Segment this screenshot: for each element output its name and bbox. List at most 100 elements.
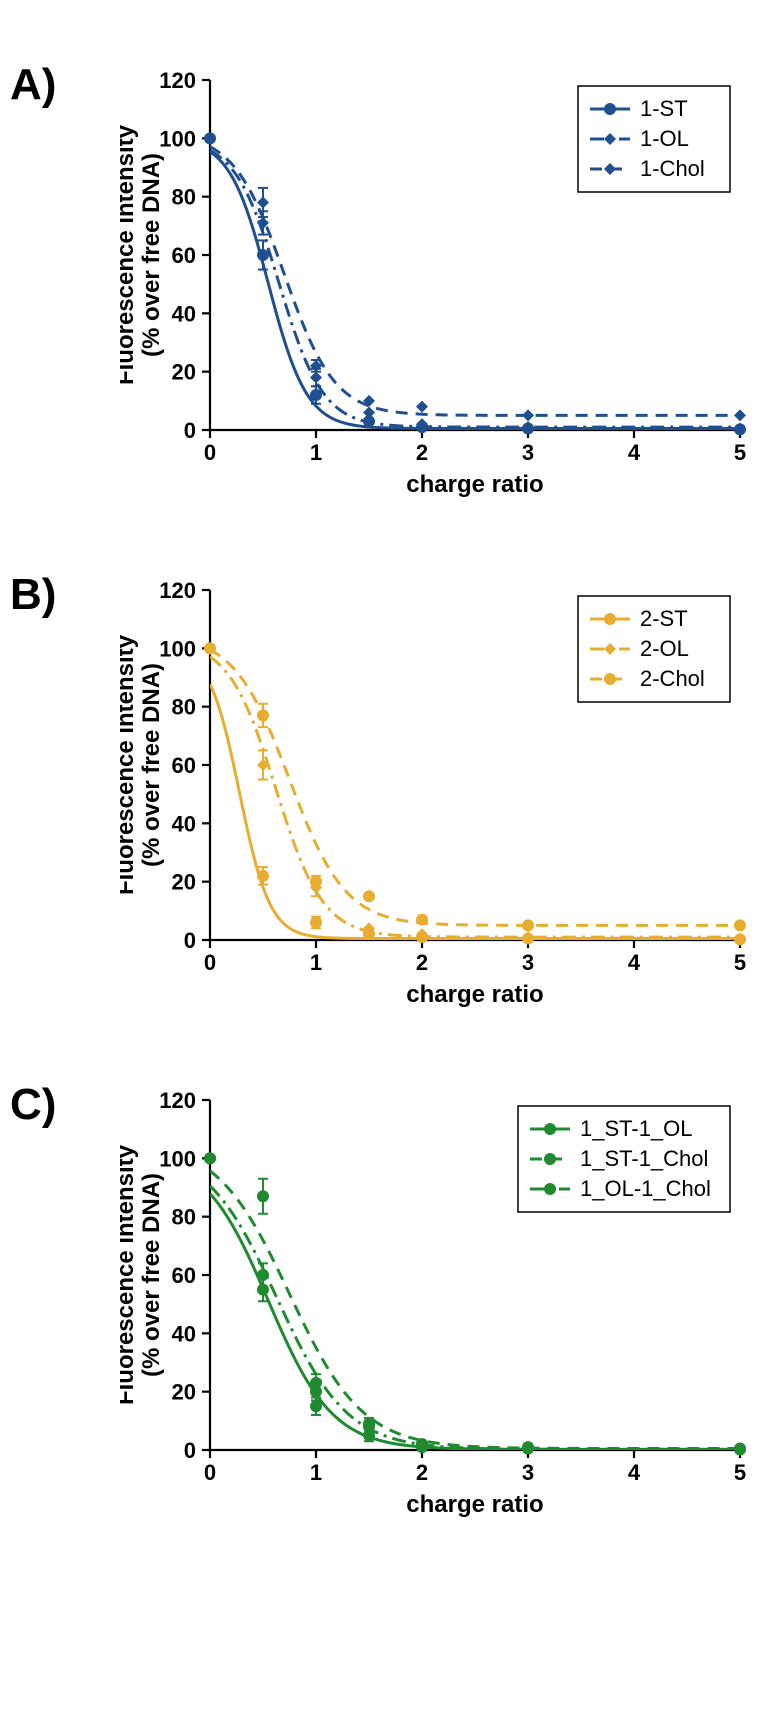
data-marker bbox=[416, 914, 428, 926]
panel-B: B)012345020406080100120charge ratioFluor… bbox=[0, 570, 771, 1030]
y-tick-label: 80 bbox=[172, 695, 196, 720]
panel-C: C)012345020406080100120charge ratioFluor… bbox=[0, 1080, 771, 1540]
data-marker bbox=[310, 389, 322, 401]
x-tick-label: 5 bbox=[734, 1460, 746, 1485]
y-tick-label: 120 bbox=[159, 68, 196, 93]
series-curve bbox=[210, 684, 740, 938]
y-tick-label: 20 bbox=[172, 1380, 196, 1405]
y-axis-label: Fluorescence intensity(% over free DNA) bbox=[120, 634, 165, 895]
x-tick-label: 4 bbox=[628, 1460, 641, 1485]
data-marker bbox=[257, 1269, 269, 1281]
y-tick-label: 60 bbox=[172, 243, 196, 268]
data-marker bbox=[416, 401, 428, 413]
x-axis-label: charge ratio bbox=[406, 981, 543, 1008]
data-marker bbox=[363, 1421, 375, 1433]
data-marker bbox=[363, 890, 375, 902]
y-axis-label: Fluorescence intensity(% over free DNA) bbox=[120, 1144, 165, 1405]
legend-marker-sample bbox=[604, 613, 616, 625]
data-marker bbox=[310, 917, 322, 929]
data-marker bbox=[310, 1386, 322, 1398]
legend-label: 1-ST bbox=[640, 96, 688, 121]
svg-text:Fluorescence intensity: Fluorescence intensity bbox=[120, 634, 139, 895]
y-tick-label: 0 bbox=[184, 1438, 196, 1463]
legend-label: 1-Chol bbox=[640, 156, 705, 181]
panel-label-B: B) bbox=[10, 570, 56, 620]
legend-label: 2-Chol bbox=[640, 666, 705, 691]
x-tick-label: 4 bbox=[628, 950, 641, 975]
data-marker bbox=[310, 372, 322, 384]
legend-label: 1_ST-1_Chol bbox=[580, 1146, 708, 1171]
figure-container: A)012345020406080100120charge ratioFluor… bbox=[0, 0, 771, 1610]
data-marker bbox=[522, 919, 534, 931]
legend-marker-sample bbox=[604, 103, 616, 115]
svg-text:Fluorescence intensity: Fluorescence intensity bbox=[120, 1144, 139, 1405]
y-tick-label: 60 bbox=[172, 1263, 196, 1288]
data-marker bbox=[310, 1400, 322, 1412]
chart-svg: 0 1 2 3 4 5 0 20 40 60 80 100 120 charge ratio Fluores… bbox=[120, 60, 760, 520]
y-tick-label: 80 bbox=[172, 1205, 196, 1230]
x-axis-label: charge ratio bbox=[406, 1491, 543, 1518]
y-axis-label: Fluorescence intensity(% over free DNA) bbox=[120, 124, 165, 385]
legend-marker-sample bbox=[604, 673, 616, 685]
plot-area: 012345020406080100120charge ratioFluores… bbox=[120, 570, 771, 1030]
x-tick-label: 1 bbox=[310, 1460, 322, 1485]
data-marker bbox=[204, 1152, 216, 1164]
x-tick-label: 2 bbox=[416, 1460, 428, 1485]
x-tick-label: 3 bbox=[522, 440, 534, 465]
y-tick-label: 0 bbox=[184, 928, 196, 953]
panel-label-C: C) bbox=[10, 1080, 56, 1130]
y-tick-label: 80 bbox=[172, 185, 196, 210]
x-tick-label: 2 bbox=[416, 950, 428, 975]
series-curve bbox=[210, 1186, 740, 1450]
legend-marker-sample bbox=[544, 1153, 556, 1165]
x-tick-label: 5 bbox=[734, 440, 746, 465]
data-marker bbox=[204, 642, 216, 654]
data-marker bbox=[310, 876, 322, 888]
y-tick-label: 40 bbox=[172, 301, 196, 326]
x-tick-label: 0 bbox=[204, 1460, 216, 1485]
data-marker bbox=[734, 1443, 746, 1455]
y-tick-label: 120 bbox=[159, 578, 196, 603]
svg-text:(% over free DNA): (% over free DNA) bbox=[138, 153, 165, 357]
data-marker bbox=[522, 409, 534, 421]
legend-label: 1_ST-1_OL bbox=[580, 1116, 693, 1141]
data-marker bbox=[363, 407, 375, 419]
legend-label: 1_OL-1_Chol bbox=[580, 1176, 711, 1201]
data-marker bbox=[522, 1443, 534, 1455]
panel-A: A) 0 1 2 3 4 5 0 20 40 60 80 100 120 charge ratio Fluor… bbox=[0, 60, 771, 520]
x-tick-label: 0 bbox=[204, 440, 216, 465]
x-tick-label: 1 bbox=[310, 950, 322, 975]
y-tick-label: 120 bbox=[159, 1088, 196, 1113]
y-tick-label: 100 bbox=[159, 1146, 196, 1171]
chart-svg: 012345020406080100120charge ratioFluores… bbox=[120, 1080, 760, 1540]
panel-label-A: A) bbox=[10, 60, 56, 110]
x-axis-label: charge ratio bbox=[406, 471, 543, 498]
legend-label: 2-OL bbox=[640, 636, 689, 661]
svg-text:Fluorescence intensity: Fluorescence intensity bbox=[120, 124, 139, 385]
x-tick-label: 3 bbox=[522, 1460, 534, 1485]
legend-marker-sample bbox=[544, 1183, 556, 1195]
data-marker bbox=[257, 709, 269, 721]
y-tick-label: 20 bbox=[172, 360, 196, 385]
data-marker bbox=[257, 870, 269, 882]
legend-label: 2-ST bbox=[640, 606, 688, 631]
data-marker bbox=[734, 409, 746, 421]
legend-label: 1-OL bbox=[640, 126, 689, 151]
svg-text:(% over free DNA): (% over free DNA) bbox=[138, 663, 165, 867]
y-tick-label: 60 bbox=[172, 753, 196, 778]
data-marker bbox=[257, 197, 269, 209]
data-marker bbox=[734, 919, 746, 931]
y-tick-label: 20 bbox=[172, 870, 196, 895]
legend-marker-sample bbox=[544, 1123, 556, 1135]
x-tick-label: 4 bbox=[628, 440, 641, 465]
x-tick-label: 3 bbox=[522, 950, 534, 975]
x-tick-label: 2 bbox=[416, 440, 428, 465]
y-tick-label: 100 bbox=[159, 126, 196, 151]
y-tick-label: 0 bbox=[184, 418, 196, 443]
x-tick-label: 1 bbox=[310, 440, 322, 465]
data-marker bbox=[416, 1438, 428, 1450]
data-marker bbox=[257, 1190, 269, 1202]
y-tick-label: 100 bbox=[159, 636, 196, 661]
x-tick-label: 0 bbox=[204, 950, 216, 975]
svg-text:(% over free DNA): (% over free DNA) bbox=[138, 1173, 165, 1377]
